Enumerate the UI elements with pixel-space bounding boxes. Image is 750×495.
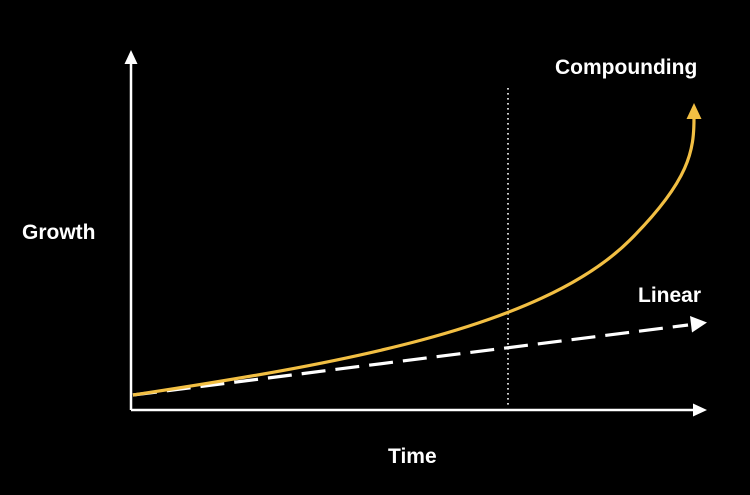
compounding-series-label: Compounding [555, 56, 698, 79]
linear-series-arrowhead [690, 316, 707, 333]
linear-series-label: Linear [638, 284, 702, 307]
y-axis-label: Growth [22, 221, 96, 244]
compounding-series-arrowhead [686, 103, 702, 119]
y-axis-arrowhead [124, 50, 138, 64]
x-axis-label: Time [388, 445, 437, 468]
x-axis-arrowhead [693, 403, 707, 417]
linear-series-line [132, 323, 689, 397]
compounding-series-curve [132, 117, 696, 397]
